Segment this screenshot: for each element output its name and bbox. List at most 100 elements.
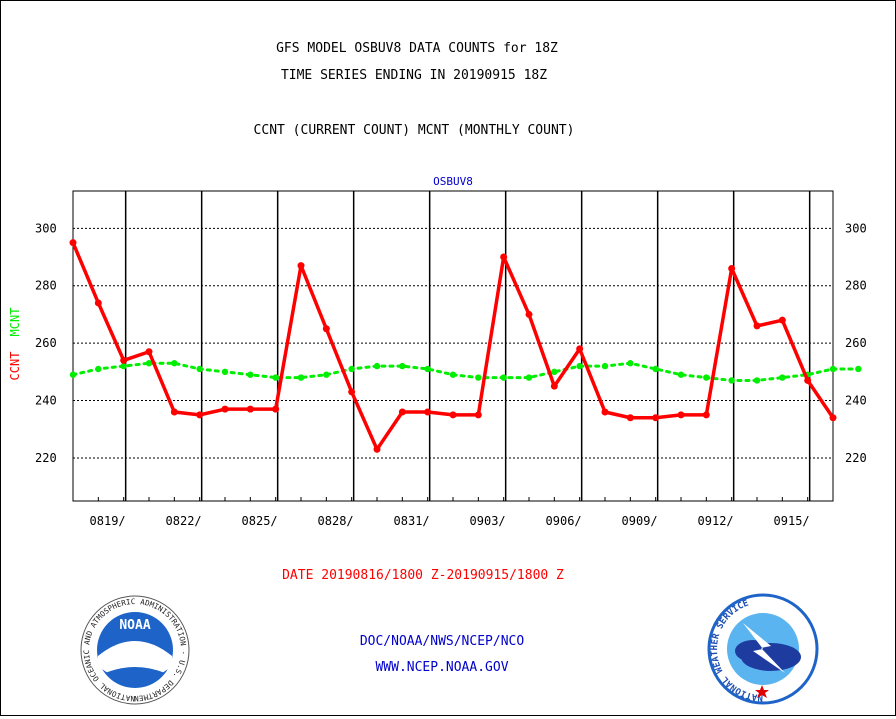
mcnt-point [399,362,406,370]
ccnt-point [424,408,432,416]
noaa-ring-text: NATIONAL OCEANIC AND ATMOSPHERIC ADMINIS… [1,1,188,703]
y-tick-label-left: 240 [35,394,57,408]
footer-line2: WWW.NCEP.NOAA.GOV [375,660,508,675]
mcnt-point [221,368,229,376]
y-tick-label-right: 220 [845,451,867,465]
ccnt-point [297,262,305,270]
ccnt-point [525,310,533,318]
ccnt-point [69,239,77,247]
y-tick-label-left: 280 [35,279,57,293]
y-tick-label-left: 300 [35,221,57,235]
mcnt-point [196,365,203,373]
y-tick-label-right: 300 [845,221,867,235]
mcnt-point [829,365,837,373]
ccnt-point [677,411,685,419]
chart-title-line2: TIME SERIES ENDING IN 20190915 18Z [281,68,547,83]
ccnt-point [753,322,761,330]
y-tick-label-left: 260 [35,336,57,350]
x-tick-label: 0831/ [394,514,430,528]
ccnt-point [373,445,381,453]
ccnt-point [652,414,660,422]
footer-line1: DOC/NOAA/NWS/NCEP/NCO [360,634,525,649]
x-tick-label: 0903/ [470,514,506,528]
mcnt-point [703,374,710,381]
mcnt-point [779,374,786,381]
mcnt-point [500,374,507,381]
x-axis-label: DATE 20190816/1800 Z-20190915/1800 Z [282,568,564,583]
x-tick-label: 0825/ [242,514,278,528]
chart-subtitle: CCNT (CURRENT COUNT) MCNT (MONTHLY COUNT… [254,123,575,138]
mcnt-point [272,374,279,381]
x-tick-label: 0906/ [546,514,582,528]
ccnt-point [449,411,457,419]
mcnt-point [424,365,431,373]
plot-title: OSBUV8 [433,175,473,188]
mcnt-point [601,362,609,370]
ccnt-point [500,253,508,261]
ccnt-point [398,408,406,416]
mcnt-point [171,360,178,367]
chart-title-line1: GFS MODEL OSBUV8 DATA COUNTS for 18Z [276,41,558,56]
mcnt-point [627,360,634,367]
ccnt-point [829,414,837,422]
ccnt-point [804,376,812,384]
mcnt-line [71,361,860,382]
ccnt-point [272,405,280,413]
mcnt-point [323,371,330,378]
nws-logo: NATIONAL WEATHER SERVICE [707,593,819,705]
x-tick-label: 0822/ [166,514,202,528]
ccnt-point [170,408,178,416]
y-tick-label-left: 220 [35,451,57,465]
mcnt-point [525,374,533,381]
ccnt-point [120,356,128,364]
x-tick-label: 0915/ [774,514,810,528]
mcnt-point [753,377,761,384]
ccnt-point [322,325,330,333]
y-tick-label-right: 260 [845,336,867,350]
mcnt-point [247,371,254,378]
ccnt-point [728,265,736,272]
mcnt-point [576,362,583,370]
mcnt-point [475,374,482,381]
plot-area: 220 240 260 280 300 220 240 260 280 300 0819/082… [35,190,867,528]
ccnt-point [576,345,584,353]
ccnt-point [778,316,786,324]
mcnt-point [145,360,153,367]
ccnt-point [246,405,254,413]
y-tick-label-right: 280 [845,279,867,293]
ccnt-point [626,414,634,422]
ccnt-point [702,411,710,419]
mcnt-point [120,362,127,370]
x-tick-label: 0909/ [622,514,658,528]
mcnt-point [551,368,558,376]
mcnt-point [677,371,685,378]
mcnt-point [297,374,305,381]
y-axis-label: CCNT MCNT [8,308,22,381]
mcnt-point [449,371,457,378]
ccnt-point [94,299,102,307]
noaa-logo-text: NOAA [119,618,150,633]
mcnt-point [348,365,355,373]
y-tick-label-right: 240 [845,394,867,408]
ccnt-point [550,382,558,390]
ccnt-point [145,348,153,356]
mcnt-point [728,377,735,384]
ccnt-point [196,411,204,419]
mcnt-point [652,365,659,373]
ccnt-point [601,408,609,416]
noaa-logo: NATIONAL OCEANIC AND ATMOSPHERIC ADMINIS… [0,0,190,705]
mcnt-point [69,371,77,378]
ccnt-point [221,405,229,413]
x-tick-label: 0912/ [698,514,734,528]
y-axis-label-mcnt: MCNT [8,308,22,337]
x-tick-label: 0828/ [318,514,354,528]
x-tick-label: 0819/ [90,514,126,528]
ccnt-point [474,411,482,419]
mcnt-point [855,365,862,373]
y-axis-label-ccnt: CCNT [8,352,22,381]
mcnt-point [95,365,102,373]
ccnt-point [348,388,356,396]
mcnt-point [373,362,381,370]
